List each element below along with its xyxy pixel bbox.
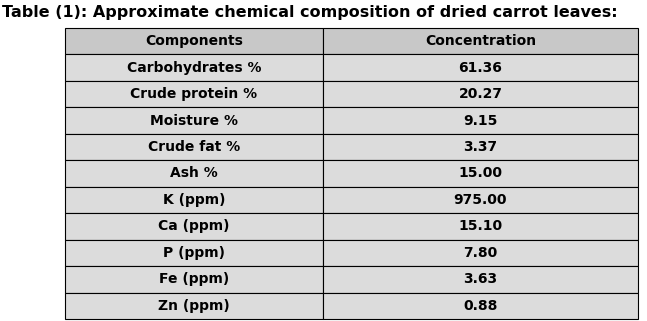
Bar xyxy=(65,266,323,292)
Bar xyxy=(323,55,638,81)
Text: 3.63: 3.63 xyxy=(463,272,498,286)
Text: Carbohydrates %: Carbohydrates % xyxy=(127,61,261,75)
Bar xyxy=(323,28,638,55)
Bar xyxy=(323,187,638,213)
Text: K (ppm): K (ppm) xyxy=(162,193,225,207)
Text: Concentration: Concentration xyxy=(425,34,536,48)
Text: Ca (ppm): Ca (ppm) xyxy=(158,220,230,233)
Text: P (ppm): P (ppm) xyxy=(163,246,225,260)
Bar xyxy=(323,292,638,319)
Text: 9.15: 9.15 xyxy=(463,114,498,127)
Bar xyxy=(323,266,638,292)
Bar xyxy=(65,81,323,107)
Text: Components: Components xyxy=(145,34,243,48)
Text: 61.36: 61.36 xyxy=(459,61,502,75)
Bar xyxy=(323,240,638,266)
Bar xyxy=(65,187,323,213)
Bar xyxy=(65,55,323,81)
Bar xyxy=(65,160,323,187)
Bar xyxy=(323,213,638,240)
Bar xyxy=(65,107,323,134)
Text: 0.88: 0.88 xyxy=(463,299,498,313)
Text: 975.00: 975.00 xyxy=(454,193,507,207)
Bar xyxy=(65,28,323,55)
Text: 7.80: 7.80 xyxy=(463,246,498,260)
Text: 3.37: 3.37 xyxy=(463,140,498,154)
Bar xyxy=(65,240,323,266)
Text: 20.27: 20.27 xyxy=(459,87,503,101)
Text: Moisture %: Moisture % xyxy=(150,114,238,127)
Text: Crude protein %: Crude protein % xyxy=(130,87,258,101)
Text: 15.10: 15.10 xyxy=(458,220,503,233)
Bar xyxy=(65,134,323,160)
Text: Table (1): Approximate chemical composition of dried carrot leaves:: Table (1): Approximate chemical composit… xyxy=(2,5,618,21)
Bar xyxy=(65,292,323,319)
Bar xyxy=(323,134,638,160)
Bar xyxy=(65,213,323,240)
Text: Fe (ppm): Fe (ppm) xyxy=(159,272,229,286)
Bar xyxy=(323,81,638,107)
Text: Zn (ppm): Zn (ppm) xyxy=(158,299,230,313)
Bar xyxy=(323,160,638,187)
Bar xyxy=(323,107,638,134)
Text: 15.00: 15.00 xyxy=(459,167,503,180)
Text: Ash %: Ash % xyxy=(170,167,218,180)
Text: Crude fat %: Crude fat % xyxy=(148,140,240,154)
